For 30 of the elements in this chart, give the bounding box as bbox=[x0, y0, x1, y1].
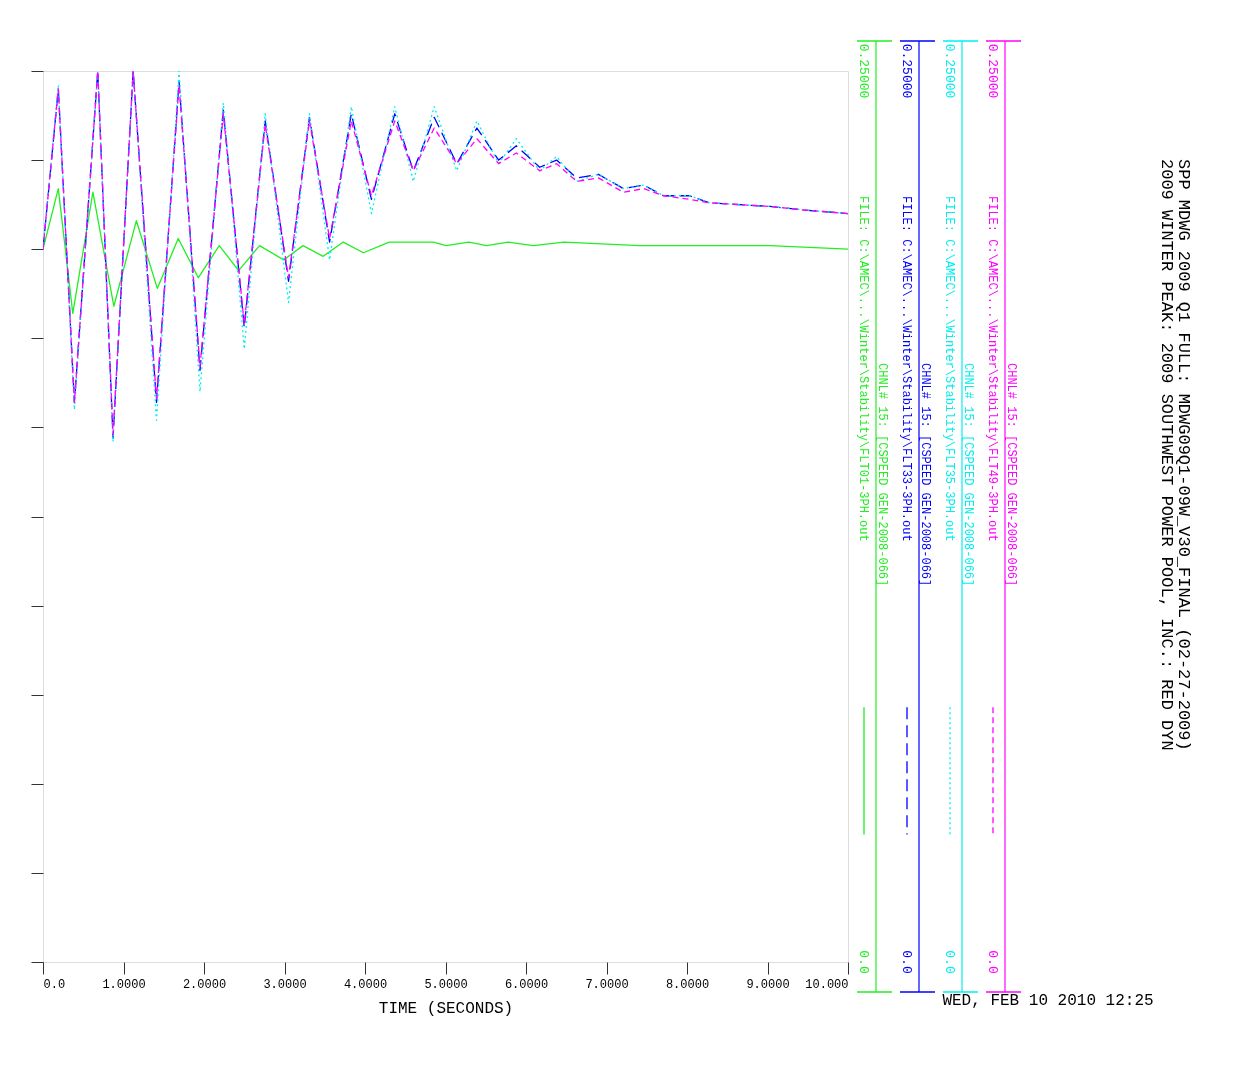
x-tick-label: 3.0000 bbox=[263, 977, 307, 992]
x-axis-title: TIME (SECONDS) bbox=[378, 999, 514, 1018]
text: FILE: C:\AMEC\...\Winter\Stability\FLT33-3PH.out bbox=[899, 196, 913, 542]
x-tick-label: 5.0000 bbox=[424, 977, 468, 992]
text: FILE: C:\AMEC\...\Winter\Stability\FLT35-3PH.out bbox=[942, 196, 956, 542]
text: FILE: C:\AMEC\...\Winter\Stability\FLT49-3PH.out bbox=[985, 196, 999, 542]
x-tick-label: 7.0000 bbox=[585, 977, 629, 992]
x-tick-label: 9.0000 bbox=[746, 977, 790, 992]
x-tick-label: 2.0000 bbox=[182, 977, 227, 992]
line-series bbox=[43, 187, 848, 314]
text: WED, FEB 10 2010 12:25 bbox=[942, 992, 1154, 1010]
x-tick-label: 10.000 bbox=[805, 977, 849, 992]
text: 2009 WINTER PEAK: 2009 SOUTHWEST POWER POOL, INC.: RED DYN bbox=[1157, 159, 1176, 751]
x-tick-label: 8.0000 bbox=[665, 977, 710, 992]
x-tick-label: 6.0000 bbox=[504, 977, 549, 992]
text: 0.0 bbox=[856, 950, 871, 974]
text: SPP MDWG 2009 Q1 FULL: MDWG09Q1-09W_V30_FINAL (02-27-2009) bbox=[1174, 159, 1193, 751]
text: CHNL# 15: [CSPEED GEN-2008-066] bbox=[918, 363, 932, 587]
text: 0.0 bbox=[985, 950, 1000, 974]
text: 0.0 bbox=[942, 950, 957, 974]
text: CHNL# 15: [CSPEED GEN-2008-066] bbox=[1004, 363, 1018, 587]
x-tick-label: 4.0000 bbox=[343, 977, 388, 992]
x-tick-label: 1.0000 bbox=[102, 977, 146, 992]
text: 0.25000 bbox=[856, 43, 871, 99]
text: CHNL# 15: [CSPEED GEN-2008-066] bbox=[961, 363, 975, 587]
x-tick-label: 0.0 bbox=[43, 977, 66, 992]
text: FILE: C:\AMEC\...\Winter\Stability\FLT01-3PH.out bbox=[856, 196, 870, 542]
text: CHNL# 15: [CSPEED GEN-2008-066] bbox=[875, 363, 889, 587]
text: 0.25000 bbox=[942, 43, 957, 99]
text: 0.25000 bbox=[985, 43, 1000, 99]
